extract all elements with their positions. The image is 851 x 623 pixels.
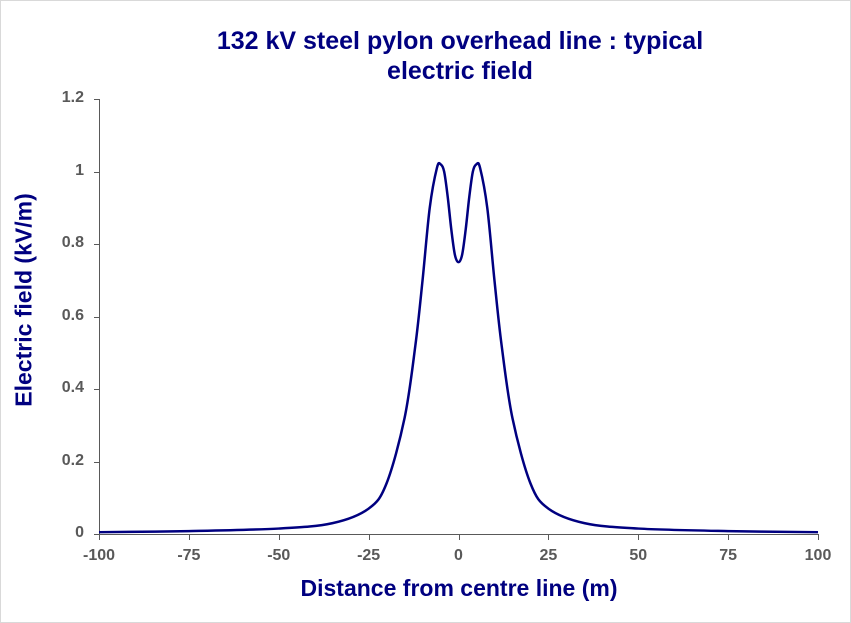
x-tick-label: -75: [177, 547, 201, 564]
x-tick-label: 75: [719, 547, 738, 564]
x-tick-label: 0: [454, 547, 463, 564]
x-axis-label: Distance from centre line (m): [300, 575, 618, 601]
y-tick-label: 0.6: [61, 306, 84, 324]
chart-title-line-1: 132 kV steel pylon overhead line : typic…: [216, 27, 704, 55]
y-tick-label: 1.2: [61, 89, 84, 106]
x-tick-label: -50: [267, 547, 291, 564]
chart-title-line-2: electric field: [387, 57, 533, 85]
y-tick-label: 0.4: [61, 379, 84, 396]
y-tick-label: 1: [75, 161, 84, 179]
y-tick-label: 0.8: [61, 234, 84, 251]
axes: [94, 99, 819, 540]
x-tick-label: 25: [539, 547, 558, 564]
y-tick-label: 0.2: [61, 451, 84, 469]
x-tick-label: 50: [629, 547, 648, 564]
x-tick-label: -100: [82, 547, 116, 564]
electric-field-line: [98, 161, 819, 534]
chart-title: 132 kV steel pylon overhead line : typic…: [100, 26, 820, 86]
x-tick-label: -25: [357, 547, 381, 564]
y-tick-label: 0: [75, 524, 84, 541]
x-tick-label: 100: [804, 547, 832, 564]
